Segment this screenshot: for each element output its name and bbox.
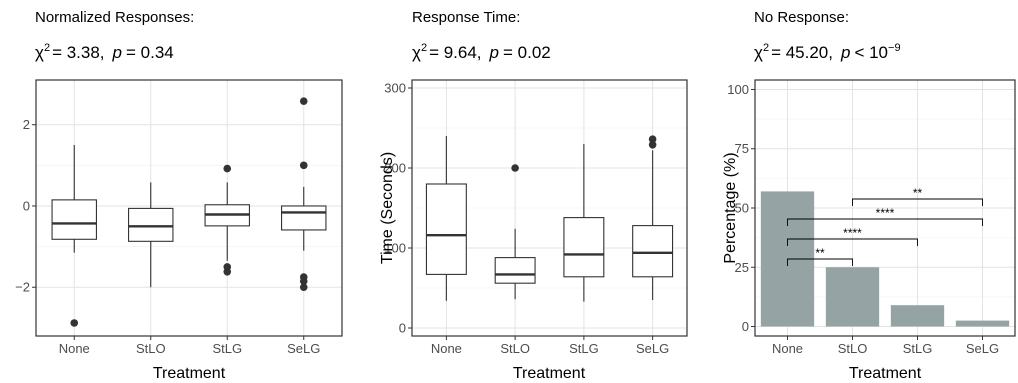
chi-value: = 45.20, bbox=[771, 43, 833, 62]
significance-bracket: ** bbox=[787, 246, 853, 266]
box-StLO bbox=[494, 164, 536, 300]
box-None bbox=[51, 145, 97, 327]
p-symbol: p bbox=[112, 43, 122, 62]
stat-line: χ2 = 9.64, p = 0.02 bbox=[412, 42, 551, 62]
iqr-box bbox=[425, 183, 467, 275]
y-tick-label: 300 bbox=[384, 81, 406, 96]
bar-StLO bbox=[825, 267, 880, 327]
y-tick-label: −2 bbox=[15, 280, 30, 295]
outlier-point bbox=[648, 135, 657, 143]
box-StLG bbox=[563, 144, 605, 302]
x-tick-label: SeLG bbox=[636, 341, 669, 356]
chi-symbol: χ bbox=[35, 43, 44, 62]
y-tick-label: 25 bbox=[735, 260, 749, 275]
x-axis-title: Treatment bbox=[153, 365, 226, 382]
chi-symbol: χ bbox=[412, 43, 421, 62]
y-tick-label: 100 bbox=[727, 82, 749, 97]
bar-SeLG bbox=[955, 320, 1010, 327]
bracket-line bbox=[787, 238, 918, 246]
y-axis-title: Time (Seconds) bbox=[379, 152, 396, 264]
panel-border bbox=[35, 79, 343, 337]
panel-3: No Response: χ2 = 45.20, p < 10−9 0 25 50 75 100 N… bbox=[722, 9, 1016, 382]
panel-2: Response Time: χ2 = 9.64, p = 0.02 0 100 200 300… bbox=[379, 9, 688, 382]
panel-1: Normalized Responses:χ2 = 3.38, p = 0.34−20… bbox=[15, 9, 343, 382]
box-None bbox=[425, 136, 467, 301]
y-tick-label: 0 bbox=[399, 321, 406, 336]
iqr-box bbox=[632, 225, 674, 278]
p-value: = 0.34 bbox=[126, 43, 174, 62]
chi-sup: 2 bbox=[763, 42, 769, 54]
chi-sup: 2 bbox=[421, 42, 427, 54]
bracket-line bbox=[852, 198, 983, 206]
panel-title: No Response: bbox=[754, 9, 849, 26]
significance-label: ** bbox=[913, 186, 923, 200]
outlier-point bbox=[223, 164, 232, 173]
outlier-point bbox=[299, 161, 308, 170]
x-tick-label: StLO bbox=[136, 341, 166, 356]
chi-symbol: χ bbox=[754, 43, 763, 62]
chi-value: = 3.38, bbox=[52, 43, 104, 62]
p-value: < 10 bbox=[854, 43, 888, 62]
chi-sup: 2 bbox=[44, 42, 50, 54]
outlier-point bbox=[70, 319, 79, 327]
panel-title: Response Time: bbox=[412, 9, 520, 26]
significance-label: **** bbox=[843, 226, 862, 240]
y-tick-label: 75 bbox=[735, 141, 749, 156]
y-tick-label: 200 bbox=[384, 161, 406, 176]
x-tick-label: SeLG bbox=[287, 341, 320, 356]
outlier-point bbox=[299, 97, 308, 105]
panel-border bbox=[411, 79, 688, 337]
significance-bracket: **** bbox=[787, 226, 918, 246]
significance-label: **** bbox=[876, 206, 895, 220]
x-axis-title: Treatment bbox=[513, 365, 586, 382]
iqr-box bbox=[51, 199, 97, 240]
outlier-point bbox=[223, 267, 232, 276]
y-tick-label: 100 bbox=[384, 241, 406, 256]
chi-value: = 9.64, bbox=[429, 43, 481, 62]
box-SeLG bbox=[632, 135, 674, 300]
iqr-box bbox=[563, 217, 605, 278]
x-tick-label: StLO bbox=[838, 341, 868, 356]
outlier-point bbox=[648, 141, 657, 149]
x-tick-label: None bbox=[59, 341, 90, 356]
outlier-point bbox=[511, 164, 519, 172]
stat-line: χ2 = 45.20, p < 10−9 bbox=[754, 42, 901, 62]
outlier-point bbox=[299, 283, 308, 292]
y-tick-label: 0 bbox=[742, 319, 749, 334]
p-symbol: p bbox=[489, 43, 499, 62]
significance-bracket: **** bbox=[787, 206, 983, 226]
bracket-line bbox=[787, 258, 853, 266]
iqr-box bbox=[281, 205, 327, 231]
iqr-box bbox=[128, 207, 174, 242]
stat-line: χ2 = 3.38, p = 0.34 bbox=[35, 42, 174, 62]
significance-bracket: ** bbox=[852, 186, 983, 206]
panel-title: Normalized Responses: bbox=[35, 9, 194, 26]
box-StLO bbox=[128, 182, 174, 288]
x-axis-title: Treatment bbox=[849, 365, 922, 382]
x-tick-label: StLG bbox=[212, 341, 242, 356]
y-tick-label: 50 bbox=[735, 201, 749, 216]
y-tick-label: 0 bbox=[23, 198, 30, 213]
iqr-box bbox=[494, 257, 536, 284]
x-tick-label: None bbox=[431, 341, 462, 356]
bracket-line bbox=[787, 218, 983, 226]
p-exponent: −9 bbox=[888, 42, 901, 54]
significance-label: ** bbox=[815, 246, 825, 260]
x-tick-label: None bbox=[772, 341, 803, 356]
x-tick-label: SeLG bbox=[966, 341, 999, 356]
x-tick-label: StLO bbox=[500, 341, 530, 356]
box-SeLG bbox=[281, 97, 327, 292]
outlier-point bbox=[299, 277, 308, 285]
p-value: = 0.02 bbox=[503, 43, 551, 62]
x-tick-label: StLG bbox=[903, 341, 933, 356]
y-axis-title: Percentage (%) bbox=[722, 152, 739, 263]
bar-StLG bbox=[890, 305, 945, 327]
x-tick-label: StLG bbox=[569, 341, 599, 356]
box-StLG bbox=[204, 164, 250, 276]
y-tick-label: 2 bbox=[23, 117, 30, 132]
p-symbol: p bbox=[840, 43, 850, 62]
panel-border bbox=[754, 79, 1016, 337]
